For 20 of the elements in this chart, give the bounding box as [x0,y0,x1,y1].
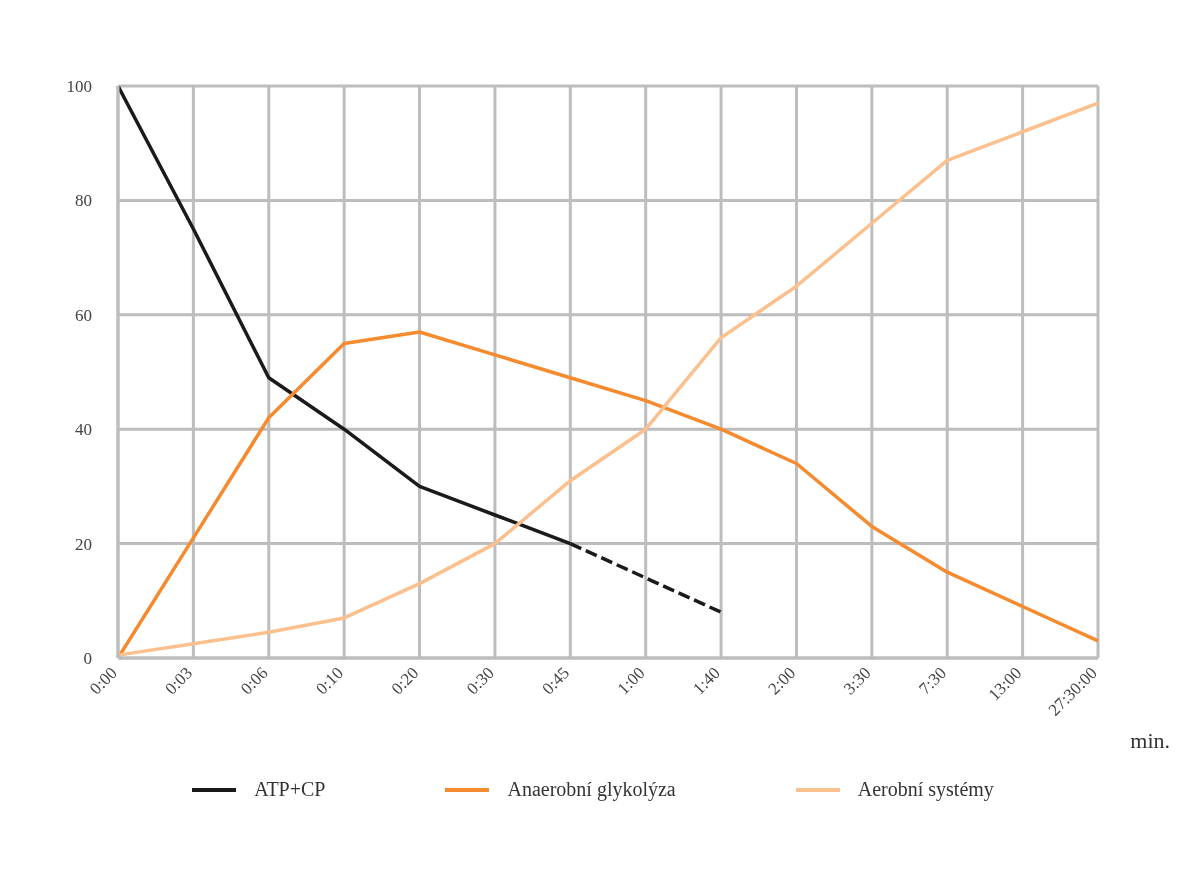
x-tick-label: 0:03 [161,663,197,699]
legend-label: Anaerobní glykolýza [507,778,676,801]
x-tick-label: 0:30 [462,663,498,699]
y-tick-label: 80 [75,191,92,211]
x-tick-label: 2:00 [764,663,800,699]
y-tick-label: 40 [75,420,92,440]
x-axis-title: min. [1130,728,1170,754]
x-tick-label: 0:45 [538,663,574,699]
x-tick-label: 0:10 [312,663,347,699]
x-tick-label: 0:20 [387,663,423,699]
x-tick-label: 7:30 [915,663,951,699]
x-tick-label: 3:30 [839,663,875,699]
legend-label: Aerobní systémy [857,778,994,801]
y-tick-label: 100 [66,77,92,97]
x-tick-label: 1:00 [613,663,649,699]
x-tick-label: 0:06 [236,663,272,699]
y-tick-label: 60 [75,305,92,325]
x-tick-label: 1:40 [689,663,724,699]
y-tick-label: 20 [75,534,92,554]
legend-label: ATP+CP [254,778,326,801]
